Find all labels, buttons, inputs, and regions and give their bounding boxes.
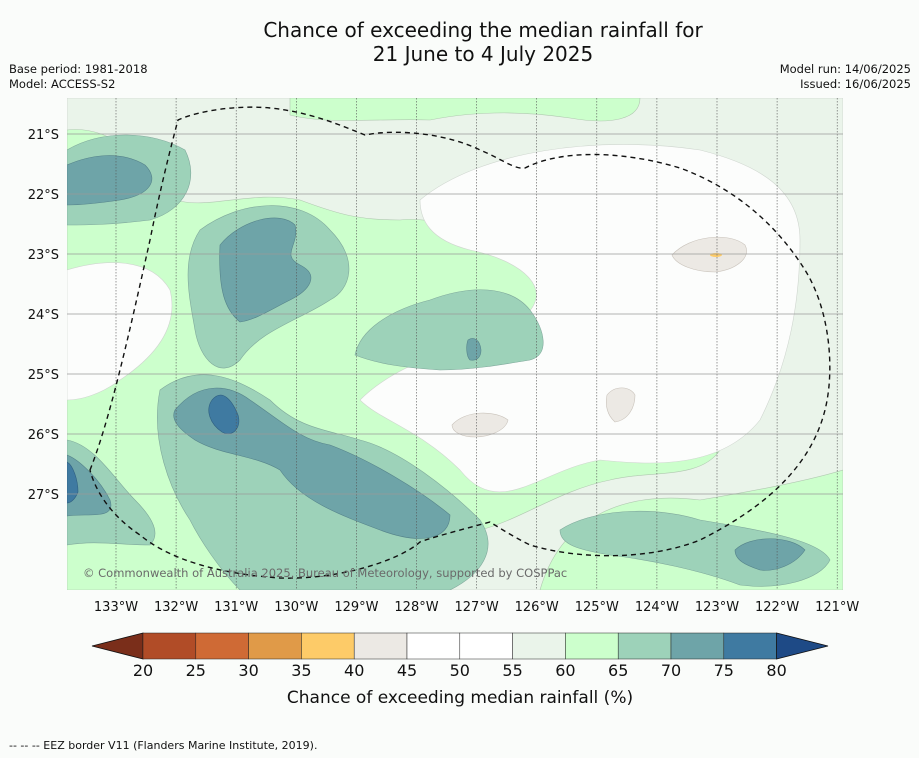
- colorbar-tick-label: 50: [450, 661, 470, 680]
- colorbar-swatch: [406, 632, 461, 660]
- colorbar-tick-label: 40: [344, 661, 364, 680]
- colorbar-arrow-high: [776, 632, 829, 660]
- contour-band-75-80-west: [67, 461, 79, 504]
- copyright-notice: © Commonwealth of Australia 2025, Bureau…: [83, 566, 567, 580]
- longitude-label: 131°W: [214, 600, 258, 615]
- contour-band-70-75-southeast: [734, 538, 806, 571]
- colorbar-arrow-low: [91, 632, 144, 660]
- longitude-label: 127°W: [455, 600, 499, 615]
- contour-band-65-70-southwest: [67, 439, 156, 546]
- longitude-label: 133°W: [94, 600, 138, 615]
- graticule: [67, 98, 843, 590]
- colorbar-swatch: [459, 632, 513, 660]
- colorbar-swatch: [248, 632, 302, 660]
- colorbar: [91, 632, 829, 660]
- contour-band-60-65-northwest: [289, 98, 641, 122]
- issued-date: Issued: 16/06/2025: [800, 77, 911, 91]
- contour-band-65-70-center-east: [354, 289, 544, 371]
- colorbar-tick-label: 45: [397, 661, 417, 680]
- map-figure: © Commonwealth of Australia 2025, Bureau…: [28, 98, 860, 708]
- colorbar-swatch: [195, 632, 249, 660]
- contour-band-75-80: [208, 394, 240, 435]
- contour-band-35-40-spot: [710, 253, 722, 257]
- longitude-labels: 133°W 132°W 131°W 130°W 129°W 128°W 127°W 126°W…: [94, 600, 860, 615]
- latitude-label: 22°S: [28, 188, 59, 203]
- colorbar-tick-label: 55: [502, 661, 522, 680]
- colorbar-tick-label: 30: [238, 661, 258, 680]
- contour-band-70-75-center: [466, 338, 482, 361]
- longitude-label: 128°W: [394, 600, 438, 615]
- map-title: Chance of exceeding the median rainfall …: [0, 18, 919, 66]
- legend-footer: -- -- -- EEZ border V11 (Flanders Marine…: [9, 739, 318, 752]
- colorbar-tick-label: 25: [186, 661, 206, 680]
- colorbar-tick-label: 80: [766, 661, 786, 680]
- colorbar-label: Chance of exceeding median rainfall (%): [287, 688, 633, 708]
- colorbar-swatch: [353, 632, 408, 660]
- model-run: Model run: 14/06/2025: [779, 62, 911, 76]
- longitude-label: 126°W: [515, 600, 559, 615]
- meta-right: Model run: 14/06/2025 Issued: 16/06/2025: [780, 62, 911, 92]
- colorbar-swatch: [301, 632, 355, 660]
- contour-band-70-75-southwest: [67, 454, 112, 517]
- colorbar-tick-label: 75: [714, 661, 734, 680]
- longitude-label: 130°W: [274, 600, 318, 615]
- colorbar-tick-label: 60: [555, 661, 575, 680]
- colorbar-swatch: [723, 632, 777, 660]
- title-line-1: Chance of exceeding the median rainfall …: [263, 18, 703, 42]
- latitude-label: 24°S: [28, 308, 59, 323]
- longitude-label: 121°W: [815, 600, 859, 615]
- longitude-label: 123°W: [695, 600, 739, 615]
- eez-border: [89, 106, 831, 579]
- colorbar-tick-label: 70: [661, 661, 681, 680]
- contour-band-70-75-central: [219, 217, 312, 323]
- colorbar-swatch: [670, 632, 725, 660]
- latitude-labels: 21°S 22°S 23°S 24°S 25°S 26°S 27°S: [28, 128, 59, 503]
- base-period: Base period: 1981-2018: [9, 62, 148, 76]
- colorbar-tick-label: 35: [291, 661, 311, 680]
- colorbar-tick-label: 65: [608, 661, 628, 680]
- colorbar-swatch: [565, 632, 619, 660]
- longitude-label: 132°W: [154, 600, 198, 615]
- latitude-label: 21°S: [28, 128, 59, 143]
- latitude-label: 23°S: [28, 248, 59, 263]
- contour-band-70-75-south: [173, 387, 451, 539]
- map-panel: © Commonwealth of Australia 2025, Bureau…: [67, 98, 843, 590]
- colorbar-swatch: [512, 632, 566, 660]
- contour-band-45-55-east: [359, 144, 801, 492]
- longitude-label: 125°W: [575, 600, 619, 615]
- colorbar-swatch: [142, 632, 197, 660]
- contour-band-45-55-west: [67, 262, 173, 401]
- colorbar-ticks: 20 25 30 35 40 45 50 55 60 65 70 75 80: [133, 661, 787, 680]
- colorbar-swatch: [617, 632, 672, 660]
- longitude-label: 129°W: [334, 600, 378, 615]
- title-line-2: 21 June to 4 July 2025: [372, 42, 594, 66]
- colorbar-tick-label: 20: [133, 661, 153, 680]
- longitude-label: 124°W: [635, 600, 679, 615]
- contour-band-40-45-southeast: [605, 387, 636, 423]
- contour-band-70-75-northwest: [67, 155, 153, 206]
- longitude-label: 122°W: [755, 600, 799, 615]
- latitude-label: 26°S: [28, 428, 59, 443]
- model-name: Model: ACCESS-S2: [9, 77, 116, 91]
- latitude-label: 27°S: [28, 488, 59, 503]
- contour-band-40-45-east: [671, 236, 747, 273]
- meta-left: Base period: 1981-2018 Model: ACCESS-S2: [9, 62, 148, 92]
- latitude-label: 25°S: [28, 368, 59, 383]
